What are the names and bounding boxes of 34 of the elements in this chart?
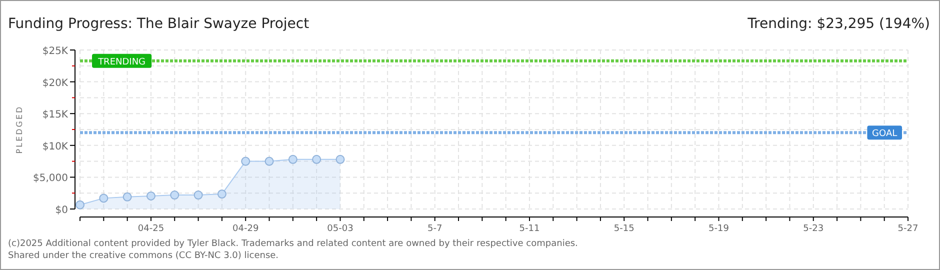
point [241, 156, 250, 166]
chart-title: Funding Progress: The Blair Swayze Project [8, 16, 310, 32]
y-tick-label: $15K [42, 110, 68, 121]
point [217, 190, 226, 199]
point [288, 154, 298, 164]
point [122, 192, 132, 202]
point [194, 190, 203, 200]
x-tick-label: 5-15 [614, 224, 634, 234]
point [170, 190, 180, 200]
y-tick-label: $20K [42, 78, 68, 89]
x-tick-label: 5-11 [519, 224, 540, 234]
point [312, 154, 322, 164]
y-tick-label: $0 [55, 205, 68, 216]
point [99, 194, 108, 203]
x-tick-label: 5-27 [898, 224, 918, 234]
point [336, 154, 345, 164]
point [146, 191, 156, 200]
text: Shared under the creative commons (CC BY-NC 3.0) license. [8, 251, 279, 261]
x-tick-label: 5-23 [803, 224, 824, 234]
point [76, 200, 84, 210]
x-tick-label: 04-29 [232, 224, 259, 234]
y-tick-label: $5,000 [33, 173, 68, 184]
y-axis-title: PLEDGED [15, 105, 24, 154]
x-tick-label: 05-03 [327, 224, 354, 234]
y-tick-label: $10K [42, 141, 68, 152]
chart-subtitle: Trending: $23,295 (194%) [746, 16, 930, 32]
x-tick-label: 04-25 [138, 224, 164, 234]
ref-line-label: GOAL [872, 129, 898, 140]
y-tick-label: $25K [42, 46, 68, 57]
x-tick-label: 5-7 [428, 224, 442, 234]
text: (c)2025 Additional content provided by Tyler Black. Trademarks and related content are owned by their respective companies. [8, 239, 578, 249]
ref-line-label: TRENDING [97, 57, 146, 68]
point [264, 156, 274, 166]
x-tick-label: 5-19 [708, 224, 730, 234]
